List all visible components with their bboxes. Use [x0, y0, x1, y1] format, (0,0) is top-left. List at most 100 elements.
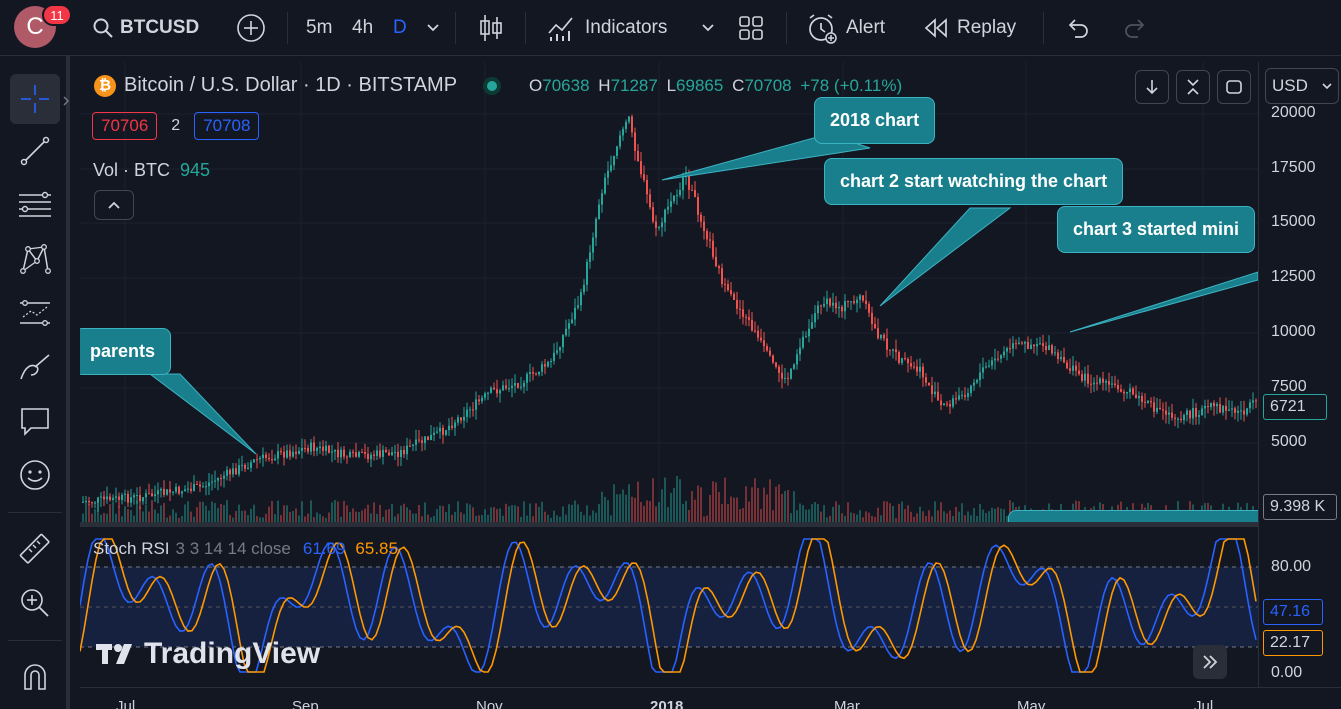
volume-bar [871, 515, 873, 522]
callout-parents[interactable]: parents [80, 328, 172, 375]
crosshair-tool[interactable] [10, 74, 60, 124]
candle-body [736, 299, 738, 309]
pattern-tool[interactable] [10, 234, 60, 284]
symbol-search-button[interactable]: BTCUSD [92, 0, 199, 56]
volume-bar [670, 492, 672, 522]
replay-button[interactable]: Replay [923, 0, 1016, 56]
layouts-button[interactable] [738, 0, 764, 56]
candle-body [550, 360, 552, 362]
candle-body [277, 451, 279, 459]
undo-button[interactable] [1065, 0, 1091, 56]
interval-d[interactable]: D [393, 0, 407, 56]
pattern-icon [20, 244, 51, 274]
zoom-in-tool[interactable] [10, 578, 60, 628]
fib-retracement-tool[interactable] [10, 180, 60, 230]
toolbar-divider [455, 12, 456, 44]
candle-body [472, 409, 474, 411]
candle-body [814, 313, 816, 323]
volume-bar [886, 501, 888, 522]
candle-body [901, 358, 903, 363]
toolbar-divider [525, 12, 526, 44]
text-note-tool[interactable] [10, 396, 60, 446]
volume-bar [823, 505, 825, 522]
maximize-pane-button[interactable] [1217, 70, 1251, 104]
callout-2018-chart[interactable]: 2018 chart [814, 97, 936, 144]
main-chart-pane[interactable]: ₿ Bitcoin / U.S. Dollar · 1D · BITSTAMP … [80, 62, 1258, 522]
volume-bar [745, 486, 747, 522]
candle-body [115, 496, 117, 498]
candle-body [856, 299, 858, 304]
volume-bar [814, 502, 816, 522]
volume-bar [796, 510, 798, 522]
candle-body [1066, 362, 1068, 369]
prediction-tool[interactable] [10, 288, 60, 338]
candle-body [1078, 370, 1080, 375]
indicators-button[interactable]: Indicators [546, 0, 667, 56]
candle-body [721, 268, 723, 284]
stoch-rsi-canvas[interactable] [80, 527, 1258, 687]
candle-body [691, 189, 693, 191]
volume-bar [349, 512, 351, 522]
chevron-right-icon[interactable] [62, 94, 70, 112]
candle-body [340, 449, 342, 458]
candle-body [259, 458, 261, 460]
callout-chart-2[interactable]: chart 2 start watching the chart [824, 158, 1124, 205]
indicators-dropdown[interactable] [699, 0, 717, 56]
pane-divider[interactable] [80, 522, 1341, 527]
sell-button[interactable]: 70706 [92, 112, 158, 140]
candle-body [319, 446, 321, 449]
price-axis[interactable]: USD 20000 17500 15000 12500 10000 7500 5… [1258, 62, 1341, 687]
candle-body [1246, 408, 1248, 415]
magnet-tool[interactable] [10, 652, 60, 702]
volume-bar [253, 504, 255, 522]
volume-bar [733, 497, 735, 522]
time-axis[interactable]: Jul Sep Nov 2018 Mar May Jul [80, 687, 1341, 709]
compare-symbol-button[interactable] [236, 0, 266, 56]
volume-bar [220, 503, 222, 522]
market-status-icon [483, 76, 502, 95]
brush-tool[interactable] [10, 342, 60, 392]
candle-body [169, 489, 171, 493]
volume-bar [634, 498, 636, 522]
emoji-tool[interactable] [10, 450, 60, 500]
volume-bar [691, 490, 693, 522]
candle-body [265, 454, 267, 459]
chart-type-button[interactable] [478, 0, 504, 56]
buy-button[interactable]: 70708 [194, 112, 260, 140]
candle-body [577, 305, 579, 308]
callout-chart-3[interactable]: chart 3 started mini [1057, 206, 1256, 253]
measure-tool[interactable] [10, 524, 60, 574]
candle-body [1228, 409, 1230, 411]
candle-body [424, 436, 426, 443]
volume-bar [913, 516, 915, 522]
candle-body [1006, 348, 1008, 352]
volume-bar [868, 512, 870, 522]
interval-5m[interactable]: 5m [306, 0, 332, 56]
stoch-rsi-pane[interactable]: Stoch RSI 3 3 14 14 close 61.69 65.85 Tr… [80, 527, 1258, 687]
price-chart-canvas[interactable] [80, 62, 1258, 522]
volume-bar [793, 491, 795, 522]
currency-selector[interactable]: USD [1265, 68, 1339, 104]
candle-body [811, 322, 813, 329]
trend-line-tool[interactable] [10, 126, 60, 176]
candle-body [334, 449, 336, 452]
notification-badge[interactable]: 11 [42, 4, 72, 26]
alert-button[interactable]: Alert [806, 0, 885, 56]
candle-body [232, 468, 234, 475]
collapse-legend-button[interactable] [94, 190, 134, 220]
volume-bar [388, 509, 390, 522]
callout-partial[interactable] [1008, 510, 1258, 522]
interval-dropdown[interactable] [424, 0, 442, 56]
interval-4h[interactable]: 4h [352, 0, 373, 56]
volume-bar [106, 513, 108, 522]
candle-body [934, 391, 936, 395]
scroll-down-button[interactable] [1135, 70, 1169, 104]
volume-bar [931, 516, 933, 522]
candle-body [1216, 403, 1218, 407]
candle-body [1189, 410, 1191, 419]
redo-button[interactable] [1122, 0, 1148, 56]
volume-bar [895, 517, 897, 522]
collapse-pane-button[interactable] [1176, 70, 1210, 104]
scroll-to-realtime-button[interactable] [1193, 645, 1227, 679]
volume-bar [373, 502, 375, 522]
